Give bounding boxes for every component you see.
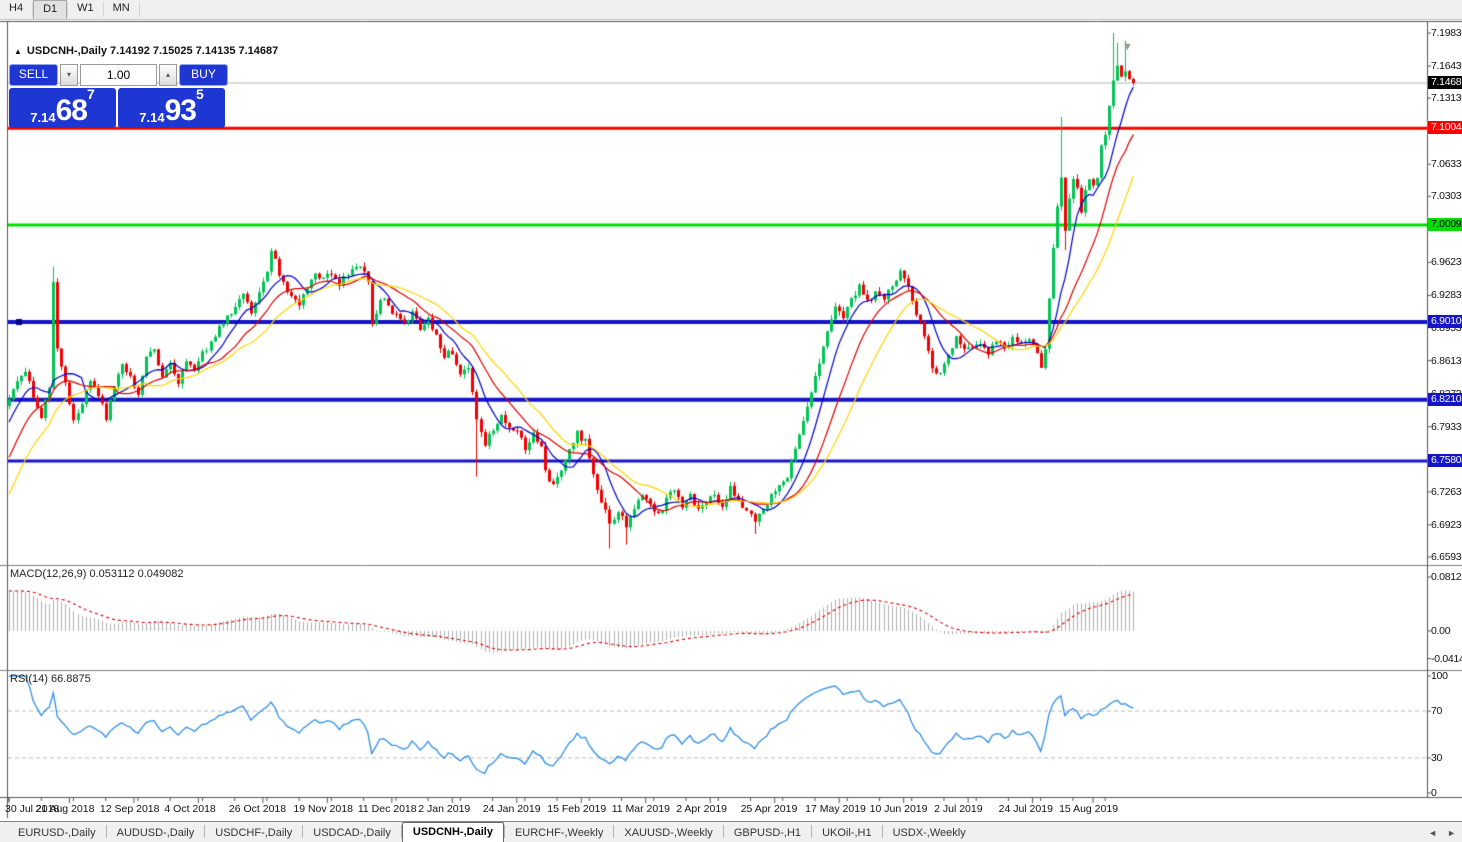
date-axis-label: 11 Mar 2019 bbox=[611, 803, 670, 815]
timeframe-button-mn[interactable]: MN bbox=[112, 2, 130, 14]
toolbar-separator bbox=[138, 2, 140, 17]
symbol-tab-xauusd[interactable]: XAUUSD-,Weekly bbox=[624, 827, 713, 839]
sell-price-box[interactable]: 7.14 68 7 bbox=[9, 86, 116, 128]
chart-title: ▲ USDCNH-,Daily 7.14192 7.15025 7.14135 … bbox=[14, 45, 278, 57]
date-axis-label: 10 Jun 2019 bbox=[869, 803, 928, 815]
price-tag-6.75804[interactable]: 6.75804 bbox=[1428, 454, 1462, 468]
tab-separator bbox=[613, 825, 615, 838]
tab-scroll-right-icon[interactable]: ► bbox=[1447, 828, 1456, 838]
symbol-tab-usdcad[interactable]: USDCAD-,Daily bbox=[313, 827, 391, 839]
tab-separator bbox=[881, 825, 883, 838]
chart-title-text: USDCNH-,Daily 7.14192 7.15025 7.14135 7.… bbox=[26, 45, 279, 57]
timeframe-toolbar: H4 D1 W1 MN bbox=[0, 0, 1462, 20]
date-axis-label: 30 Jul 2018 bbox=[5, 803, 60, 815]
symbol-tab-bar: EURUSD-,Daily AUDUSD-,Daily USDCHF-,Daily U… bbox=[0, 821, 1462, 842]
price-axis-label: 7.16430 bbox=[1431, 60, 1462, 73]
date-axis-label: 12 Sep 2018 bbox=[99, 803, 160, 815]
date-axis-label: 19 Nov 2018 bbox=[293, 803, 353, 815]
macd-axis-label: 0.00 bbox=[1431, 625, 1451, 637]
price-axis-label: 7.13130 bbox=[1431, 92, 1462, 105]
date-axis-label: 4 Oct 2018 bbox=[164, 803, 216, 815]
date-axis-label: 21 Aug 2018 bbox=[35, 803, 95, 815]
symbol-tab-ukoil[interactable]: UKOil-,H1 bbox=[822, 827, 872, 839]
chart-window: ▲ USDCNH-,Daily 7.14192 7.15025 7.14135 … bbox=[0, 20, 1462, 820]
sell-price-prefix: 7.14 bbox=[30, 110, 56, 125]
price-tag-7.14687[interactable]: 7.14687 bbox=[1428, 76, 1462, 89]
macd-axis-label: -0.041412 bbox=[1431, 652, 1462, 665]
symbol-tab-gbpusd[interactable]: GBPUSD-,H1 bbox=[733, 827, 802, 839]
one-click-trading-panel: SELL ▾ ▴ BUY 7.14 68 7 7.14 93 5 bbox=[9, 64, 228, 128]
price-tag-6.82103[interactable]: 6.82103 bbox=[1428, 392, 1462, 406]
tab-scroll-left-icon[interactable]: ◄ bbox=[1428, 828, 1438, 838]
chart-shift-marker-icon[interactable]: ▼ bbox=[1122, 41, 1133, 53]
buy-price-prefix: 7.14 bbox=[139, 110, 165, 125]
date-axis-label: 11 Dec 2018 bbox=[357, 803, 417, 815]
price-axis-label: 6.69230 bbox=[1431, 518, 1462, 531]
symbol-tab-usdcnh[interactable]: USDCNH-,Daily bbox=[401, 822, 504, 842]
tab-separator bbox=[811, 825, 813, 838]
volume-decrease-button[interactable]: ▾ bbox=[60, 64, 78, 86]
price-axis-label: 6.79330 bbox=[1431, 420, 1462, 433]
price-axis-label: 7.03030 bbox=[1431, 190, 1462, 203]
timeframe-button-h4[interactable]: H4 bbox=[9, 2, 24, 14]
price-axis-label: 7.19830 bbox=[1431, 27, 1462, 39]
date-axis-label: 15 Feb 2019 bbox=[547, 803, 607, 815]
tab-separator bbox=[400, 825, 402, 838]
buy-price-pip: 5 bbox=[195, 86, 204, 102]
rsi-axis-label: 30 bbox=[1431, 751, 1443, 764]
rsi-axis-label: 70 bbox=[1431, 705, 1443, 718]
price-axis-label: 6.92830 bbox=[1431, 289, 1462, 302]
volume-input[interactable] bbox=[80, 64, 157, 86]
tab-separator bbox=[722, 825, 724, 838]
timeframe-button-w1[interactable]: W1 bbox=[77, 2, 94, 14]
tab-separator bbox=[503, 825, 505, 838]
symbol-tab-eurusd[interactable]: EURUSD-,Daily bbox=[18, 827, 96, 839]
price-tag-6.90100[interactable]: 6.90100 bbox=[1428, 315, 1462, 329]
buy-price-box[interactable]: 7.14 93 5 bbox=[118, 86, 225, 128]
tab-separator bbox=[302, 825, 304, 838]
collapse-triangle-icon[interactable]: ▲ bbox=[14, 46, 22, 56]
timeframe-button-d1[interactable]: D1 bbox=[33, 0, 68, 19]
date-axis-label: 24 Jan 2019 bbox=[482, 803, 541, 815]
date-axis-label: 26 Oct 2018 bbox=[228, 803, 287, 815]
price-axis-label: 7.06330 bbox=[1431, 158, 1462, 171]
price-axis-label: 6.65930 bbox=[1431, 551, 1462, 564]
date-axis-label: 24 Jul 2019 bbox=[998, 803, 1053, 815]
rsi-axis-label: 100 bbox=[1431, 670, 1448, 682]
tab-separator bbox=[204, 825, 206, 838]
date-axis-label: 2 Jul 2019 bbox=[934, 803, 983, 815]
symbol-tab-eurchf[interactable]: EURCHF-,Weekly bbox=[514, 827, 604, 839]
rsi-indicator-label: RSI(14) 66.8875 bbox=[10, 673, 91, 685]
toolbar-separator bbox=[32, 2, 34, 17]
tab-separator bbox=[105, 825, 107, 838]
price-tag-7.00092[interactable]: 7.00092 bbox=[1428, 217, 1462, 231]
date-axis-label: 15 Aug 2019 bbox=[1059, 803, 1119, 815]
sell-price-big: 68 bbox=[55, 94, 88, 127]
date-axis-label: 2 Jan 2019 bbox=[418, 803, 471, 815]
price-axis-label: 6.96230 bbox=[1431, 256, 1462, 269]
symbol-tab-usdx[interactable]: USDX-,Weekly bbox=[892, 827, 966, 839]
symbol-tab-audusd[interactable]: AUDUSD-,Daily bbox=[116, 827, 195, 839]
buy-button[interactable]: BUY bbox=[179, 64, 228, 86]
sell-button[interactable]: SELL bbox=[9, 64, 58, 86]
sell-price-pip: 7 bbox=[86, 86, 95, 102]
volume-increase-button[interactable]: ▴ bbox=[159, 64, 177, 86]
macd-indicator-label: MACD(12,26,9) 0.053112 0.049082 bbox=[10, 568, 184, 580]
date-axis-label: 17 May 2019 bbox=[805, 803, 866, 815]
buy-price-big: 93 bbox=[164, 94, 197, 127]
price-axis-label: 6.86130 bbox=[1431, 354, 1462, 367]
symbol-tab-usdchf[interactable]: USDCHF-,Daily bbox=[215, 827, 293, 839]
date-axis-label: 25 Apr 2019 bbox=[740, 803, 798, 815]
macd-axis-label: 0.081265 bbox=[1431, 570, 1462, 583]
toolbar-separator bbox=[102, 2, 104, 17]
price-tag-7.10044[interactable]: 7.10044 bbox=[1428, 121, 1462, 135]
price-axis-label: 6.72630 bbox=[1431, 485, 1462, 498]
price-chart-canvas[interactable] bbox=[0, 20, 1462, 820]
toolbar-separator bbox=[67, 2, 69, 17]
date-axis-label: 2 Apr 2019 bbox=[676, 803, 728, 815]
rsi-axis-label: 0 bbox=[1431, 787, 1437, 799]
